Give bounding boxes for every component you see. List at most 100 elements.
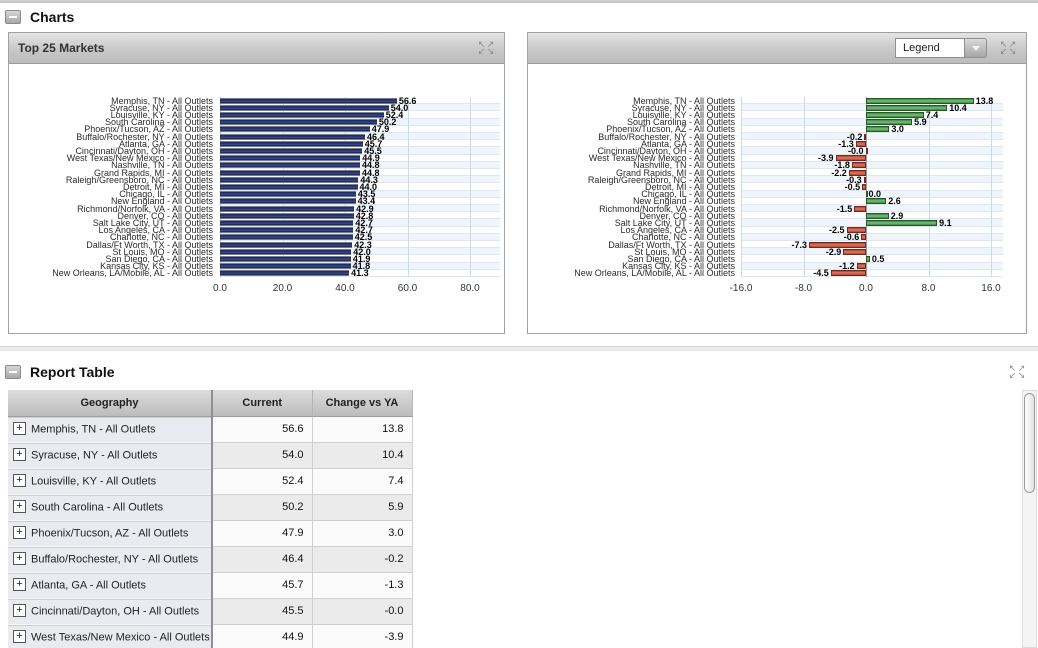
plot-row-band (741, 262, 1003, 270)
chart-bar[interactable] (220, 270, 350, 277)
table-row[interactable]: + South Carolina - All Outlets 50.2 5.9 (8, 494, 413, 521)
table-row[interactable]: + West Texas/New Mexico - All Outlets 44.9… (8, 624, 413, 648)
chart-bar[interactable] (854, 205, 866, 212)
chart-bar[interactable] (866, 111, 924, 118)
chart-bar[interactable] (865, 147, 868, 154)
chart-bar[interactable] (843, 248, 866, 255)
expand-row-icon[interactable]: + (13, 447, 26, 461)
table-row[interactable]: + Atlanta, GA - All Outlets 45.7 -1.3 (8, 572, 413, 599)
chart-category-label: Dallas/Ft Worth, TX - All Outlets (608, 239, 735, 250)
chart-bar[interactable] (220, 169, 360, 176)
chart-bar[interactable] (866, 198, 887, 205)
plot-row-band (741, 212, 1003, 220)
chart-bar[interactable] (220, 183, 358, 190)
collapse-charts-icon[interactable] (5, 10, 21, 24)
chart-bar[interactable] (220, 176, 359, 183)
chart-category-label: Buffalo/Rochester, NY - All Outlets (598, 131, 735, 142)
chart-category-label: Detroit, MI - All Outlets (122, 181, 213, 192)
chart-category-label: Kansas City, KS - All Outlets (100, 261, 213, 272)
chart-bar[interactable] (809, 241, 866, 248)
scrollbar-thumb[interactable] (1024, 393, 1035, 493)
chart-bar[interactable] (220, 155, 361, 162)
expand-report-table-icon[interactable]: ↖ ↗ ↙ ↘ (1008, 363, 1026, 380)
chart-category-label: San Diego, CA - All Outlets (105, 253, 213, 264)
chart-bar[interactable] (846, 227, 866, 234)
chart-bar[interactable] (220, 140, 363, 147)
chart-bar[interactable] (866, 97, 974, 104)
expand-row-icon[interactable]: + (13, 603, 26, 617)
arrow-nw-icon: ↖ (1008, 363, 1017, 373)
chart-bar[interactable] (866, 219, 938, 226)
chart-bar[interactable] (220, 219, 354, 226)
arrow-nw-icon: ↖ (999, 39, 1008, 49)
expand-row-icon[interactable]: + (13, 421, 26, 435)
chart-bar[interactable] (220, 205, 355, 212)
chart-bar[interactable] (220, 212, 354, 219)
chart-bar[interactable] (866, 104, 948, 111)
chart-bar[interactable] (866, 119, 913, 126)
chart-bar[interactable] (220, 97, 397, 104)
chart-bar[interactable] (863, 176, 866, 183)
chart-bar[interactable] (220, 104, 389, 111)
chart-bar[interactable] (848, 169, 866, 176)
chart-bar[interactable] (220, 126, 370, 133)
expand-row-icon[interactable]: + (13, 577, 26, 591)
change-vs-ya-value-cell: 5.9 (312, 494, 413, 521)
chart-bar[interactable] (220, 147, 363, 154)
chart-bar[interactable] (220, 198, 356, 205)
chart-bar[interactable] (862, 183, 866, 190)
chart-bar[interactable] (220, 133, 365, 140)
chart-bar[interactable] (866, 126, 890, 133)
chart-bar[interactable] (220, 263, 351, 270)
axis-tick-label: 20.0 (272, 283, 293, 294)
chart-bar[interactable] (220, 248, 352, 255)
chart-bar[interactable] (835, 155, 866, 162)
chart-bar[interactable] (220, 191, 356, 198)
chart-bar[interactable] (866, 255, 870, 262)
expand-row-icon[interactable]: + (13, 499, 26, 513)
chart-bar[interactable] (830, 270, 866, 277)
current-value-cell: 56.6 (212, 416, 313, 443)
chart-bar[interactable] (864, 133, 867, 140)
change-vs-ya-value-cell: -0.0 (312, 598, 413, 625)
table-row[interactable]: + Phoenix/Tucson, AZ - All Outlets 47.9 3.0 (8, 520, 413, 547)
chart-bar[interactable] (220, 227, 354, 234)
chart-value-label: -7.3 (791, 239, 807, 250)
table-row[interactable]: + Memphis, TN - All Outlets 56.6 13.8 (8, 416, 413, 443)
expand-row-icon[interactable]: + (13, 525, 26, 539)
expand-row-icon[interactable]: + (13, 551, 26, 565)
column-header-current[interactable]: Current (212, 390, 313, 417)
change-vs-ya-value-cell: -1.3 (312, 572, 413, 599)
chevron-down-icon[interactable] (965, 38, 987, 58)
chart-bar[interactable] (866, 191, 868, 198)
chart-bar[interactable] (220, 255, 351, 262)
collapse-report-table-icon[interactable] (5, 365, 21, 379)
chart-category-label: Salt Lake City, UT - All Outlets (614, 217, 735, 228)
table-row[interactable]: + Buffalo/Rochester, NY - All Outlets 46.4… (8, 546, 413, 573)
table-header-row: Geography Current Change vs YA (8, 390, 413, 417)
chart-bar[interactable] (220, 234, 353, 241)
table-row[interactable]: + Syracuse, NY - All Outlets 54.0 10.4 (8, 442, 413, 469)
chart-bar[interactable] (866, 212, 889, 219)
plot-row-band (220, 183, 500, 191)
expand-panel-icon[interactable]: ↖ ↗ ↙ ↘ (477, 40, 495, 56)
chart-bar[interactable] (220, 241, 353, 248)
chart-bar[interactable] (220, 162, 360, 169)
report-table-section-header: Report Table ↖ ↗ ↙ ↘ (0, 361, 1038, 383)
chart-bar[interactable] (851, 162, 866, 169)
column-header-change-vs-ya[interactable]: Change vs YA (312, 390, 413, 417)
expand-row-icon[interactable]: + (13, 473, 26, 487)
vertical-scrollbar[interactable] (1022, 390, 1037, 648)
chart-bar[interactable] (861, 234, 866, 241)
chart-bar[interactable] (855, 140, 866, 147)
table-row[interactable]: + Louisville, KY - All Outlets 52.4 7.4 (8, 468, 413, 495)
column-header-geography[interactable]: Geography (8, 390, 213, 417)
legend-dropdown[interactable]: Legend (895, 38, 987, 58)
expand-row-icon[interactable]: + (13, 629, 26, 643)
chart-bar[interactable] (856, 263, 866, 270)
chart-bar[interactable] (220, 119, 377, 126)
chart-bar[interactable] (220, 111, 384, 118)
legend-dropdown-value[interactable]: Legend (895, 38, 965, 58)
expand-panel-icon[interactable]: ↖ ↗ ↙ ↘ (999, 39, 1017, 56)
table-row[interactable]: + Cincinnati/Dayton, OH - All Outlets 45.5… (8, 598, 413, 625)
